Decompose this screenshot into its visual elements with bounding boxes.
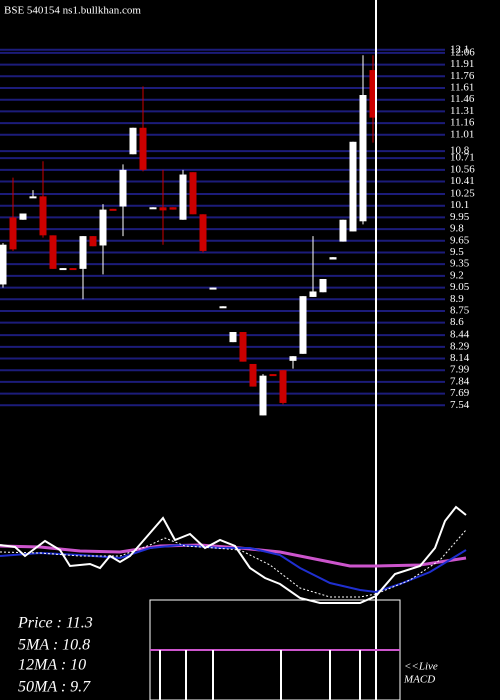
y-tick-label: 10.56 (450, 163, 475, 175)
y-tick-label: 11.31 (450, 105, 474, 117)
y-tick-label: 10.71 (450, 152, 475, 164)
y-tick-label: 11.61 (450, 82, 474, 94)
candle-body (59, 268, 67, 271)
price-line (0, 505, 467, 604)
candle-body (269, 374, 277, 377)
y-tick-label: 7.84 (450, 375, 470, 387)
y-tick-label: 9.65 (450, 234, 470, 246)
y-tick-label: 12.1 (450, 43, 469, 55)
y-tick-label: 9.05 (450, 281, 470, 293)
y-tick-label: 9.5 (450, 246, 464, 258)
y-tick-label: 11.16 (450, 117, 475, 129)
y-tick-label: 7.54 (450, 399, 470, 411)
candle-body (39, 196, 47, 236)
macd-label: <<Live (404, 661, 438, 673)
stat-5ma: 5MA : 10.8 (18, 637, 90, 654)
y-tick-label: 11.01 (450, 128, 474, 140)
y-tick-label: 9.8 (450, 223, 464, 235)
y-tick-label: 9.95 (450, 211, 470, 223)
candle-body (199, 214, 207, 251)
candle-body (29, 196, 37, 199)
y-tick-label: 10.25 (450, 188, 475, 200)
candle-body (219, 306, 227, 309)
candles (0, 55, 377, 416)
candle-body (309, 291, 317, 297)
candle-body (9, 217, 17, 250)
candle-body (349, 141, 357, 232)
candle-body (109, 208, 117, 211)
chart-title: BSE 540154 ns1.bullkhan.com (4, 5, 141, 17)
candle-body (239, 332, 247, 362)
stat-price: Price : 11.3 (17, 615, 93, 632)
y-tick-label: 8.14 (450, 352, 470, 364)
macd-bars (159, 650, 361, 700)
candle-body (19, 213, 27, 220)
candle-body (359, 95, 367, 222)
y-tick-label: 12.06 (450, 46, 475, 58)
candle-body (179, 174, 187, 220)
candle-body (139, 127, 147, 170)
candle-body (99, 209, 107, 246)
y-tick-label: 9.35 (450, 258, 470, 270)
y-tick-label: 11.76 (450, 70, 475, 82)
y-tick-label: 8.75 (450, 304, 470, 316)
candle-body (319, 278, 327, 293)
y-tick-label: 8.9 (450, 293, 464, 305)
candle-body (209, 287, 217, 290)
candle-body (169, 207, 177, 210)
candle-body (149, 207, 157, 210)
candle-body (69, 268, 77, 271)
stat-50ma: 50MA : 9.7 (18, 679, 91, 696)
candle-body (0, 244, 7, 285)
y-tick-label: 8.29 (450, 340, 470, 352)
grid: 12.112.0611.9111.7611.6111.4611.3111.161… (0, 43, 475, 411)
macd-dotted (0, 529, 467, 598)
y-tick-label: 9.2 (450, 269, 464, 281)
candle-body (79, 236, 87, 269)
candle-body (89, 236, 97, 247)
candle-body (289, 356, 297, 361)
candle-body (249, 363, 257, 387)
candle-body (299, 296, 307, 354)
candle-body (189, 172, 197, 215)
candle-body (339, 219, 347, 242)
candle-body (159, 207, 167, 211)
y-tick-label: 8.44 (450, 329, 470, 341)
y-tick-label: 10.1 (450, 199, 469, 211)
candle-body (329, 257, 337, 260)
stat-12ma: 12MA : 10 (18, 657, 86, 674)
y-tick-label: 8.6 (450, 316, 464, 328)
candle-body (279, 370, 287, 403)
y-tick-label: 10.8 (450, 145, 470, 157)
y-tick-label: 11.91 (450, 58, 474, 70)
candle-body (129, 127, 137, 155)
y-tick-label: 10.41 (450, 175, 475, 187)
macd-label: MACD (403, 674, 435, 686)
candle-body (369, 70, 377, 118)
y-tick-label: 7.99 (450, 364, 470, 376)
candle-body (49, 235, 57, 269)
y-tick-label: 11.46 (450, 93, 475, 105)
candle-body (259, 375, 267, 416)
y-tick-label: 7.69 (450, 387, 470, 399)
candle-body (229, 332, 237, 343)
candle-body (119, 169, 127, 207)
